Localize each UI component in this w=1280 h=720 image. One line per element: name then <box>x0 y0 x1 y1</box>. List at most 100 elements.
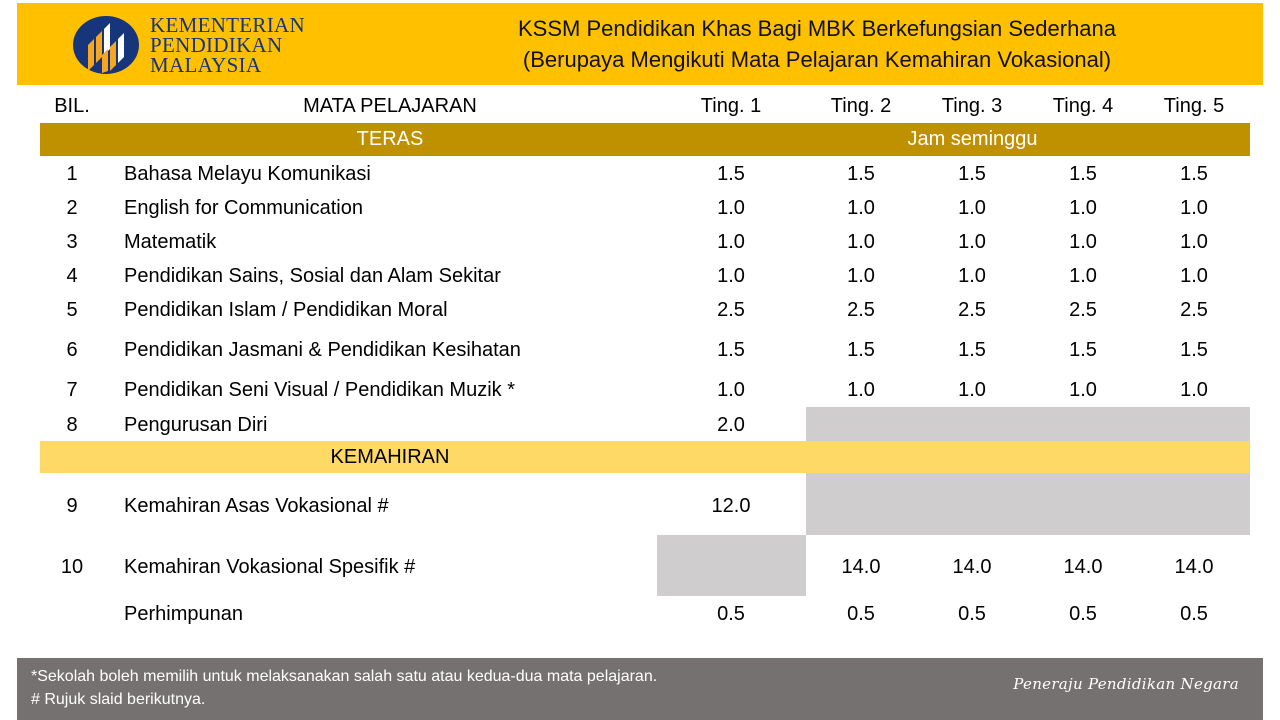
row-number: 8 <box>66 413 78 436</box>
table-row: 2 English for Communication 1.0 1.0 1.0 … <box>0 191 1280 225</box>
footnote-hash: # Rujuk slaid berikutnya. <box>31 691 206 708</box>
hours-ting-1: 2.0 <box>717 413 745 436</box>
hours-ting-3: 1.0 <box>958 230 986 253</box>
subject-name: Perhimpunan <box>124 602 243 625</box>
hours-ting-3: 1.0 <box>958 264 986 287</box>
slogan: Peneraju Pendidikan Negara <box>1013 675 1239 693</box>
hours-ting-3: 0.5 <box>958 602 986 625</box>
hours-ting-2: 0.5 <box>847 602 875 625</box>
subject-name: Pendidikan Jasmani & Pendidikan Kesihata… <box>124 338 521 361</box>
hours-ting-2: 1.0 <box>847 378 875 401</box>
hours-ting-3: 2.5 <box>958 298 986 321</box>
row-number: 3 <box>66 230 78 253</box>
table-row: 9 Kemahiran Asas Vokasional # 12.0 <box>0 489 1280 523</box>
hours-ting-3: 14.0 <box>952 555 992 578</box>
hours-ting-3: 1.0 <box>958 196 986 219</box>
hours-ting-2: 1.5 <box>847 162 875 185</box>
hours-ting-5: 1.0 <box>1180 196 1208 219</box>
hours-ting-1: 1.5 <box>717 338 745 361</box>
hours-ting-2: 1.0 <box>847 230 875 253</box>
hours-ting-4: 1.0 <box>1069 378 1097 401</box>
table-row: 1 Bahasa Melayu Komunikasi 1.5 1.5 1.5 1… <box>0 157 1280 191</box>
hours-ting-2: 14.0 <box>841 555 881 578</box>
hours-ting-3: 1.5 <box>958 162 986 185</box>
kpm-logo: KEMENTERIAN PENDIDIKAN MALAYSIA <box>72 13 332 79</box>
row-number: 10 <box>60 555 84 578</box>
not-applicable-block <box>806 407 1250 441</box>
row-number <box>40 597 104 631</box>
section-kemahiran-band: KEMAHIRAN <box>40 441 1250 473</box>
subject-name: Matematik <box>124 230 217 253</box>
table-row: Perhimpunan 0.5 0.5 0.5 0.5 0.5 <box>0 597 1280 631</box>
hours-ting-5: 1.0 <box>1180 264 1208 287</box>
subject-name: Pengurusan Diri <box>124 413 268 436</box>
hours-ting-4: 14.0 <box>1063 555 1103 578</box>
col-header-ting-2: Ting. 2 <box>830 94 892 117</box>
kpm-emblem-icon <box>73 16 139 74</box>
title-line-1: KSSM Pendidikan Khas Bagi MBK Berkefungs… <box>517 16 1117 41</box>
hours-ting-1: 1.0 <box>717 196 745 219</box>
table-row: 7 Pendidikan Seni Visual / Pendidikan Mu… <box>0 373 1280 407</box>
row-number: 7 <box>66 378 78 401</box>
hours-ting-1: 2.5 <box>717 298 745 321</box>
hours-ting-3: 1.0 <box>958 378 986 401</box>
section-teras-label: TERAS <box>356 128 424 150</box>
hours-ting-4: 1.0 <box>1069 196 1097 219</box>
logo-line-2: PENDIDIKAN <box>150 33 283 57</box>
subject-name: Pendidikan Sains, Sosial dan Alam Sekita… <box>124 264 501 287</box>
footnotes: *Sekolah boleh memilih untuk melaksanaka… <box>31 665 657 711</box>
col-header-bil: BIL. <box>54 94 90 117</box>
hours-ting-4: 0.5 <box>1069 602 1097 625</box>
page-title: KSSM Pendidikan Khas Bagi MBK Berkefungs… <box>457 13 1177 75</box>
section-kemahiran-label: KEMAHIRAN <box>330 445 450 468</box>
table-header-row: BIL. MATA PELAJARAN Ting. 1 Ting. 2 Ting… <box>0 89 1280 123</box>
kpm-logo-text: KEMENTERIAN PENDIDIKAN MALAYSIA <box>150 15 305 77</box>
hours-ting-1: 0.5 <box>717 602 745 625</box>
section-teras-band: TERAS Jam seminggu <box>40 123 1250 156</box>
table-row: 4 Pendidikan Sains, Sosial dan Alam Seki… <box>0 259 1280 293</box>
hours-ting-2: 1.5 <box>847 338 875 361</box>
row-number: 2 <box>66 196 78 219</box>
footer-bar: *Sekolah boleh memilih untuk melaksanaka… <box>17 658 1263 720</box>
col-header-ting-5: Ting. 5 <box>1163 94 1225 117</box>
table-row: 8 Pengurusan Diri 2.0 <box>0 408 1280 442</box>
hours-ting-3: 1.5 <box>958 338 986 361</box>
hours-ting-2: 1.0 <box>847 264 875 287</box>
hours-ting-5: 1.5 <box>1180 338 1208 361</box>
row-number: 9 <box>66 494 78 517</box>
header-banner: KEMENTERIAN PENDIDIKAN MALAYSIA KSSM Pen… <box>17 3 1263 85</box>
table-row: 5 Pendidikan Islam / Pendidikan Moral 2.… <box>0 293 1280 327</box>
subject-name: Kemahiran Vokasional Spesifik # <box>124 555 416 578</box>
hours-ting-1: 1.0 <box>717 230 745 253</box>
row-number: 6 <box>66 338 78 361</box>
subject-name: Pendidikan Islam / Pendidikan Moral <box>124 298 448 321</box>
hours-ting-5: 0.5 <box>1180 602 1208 625</box>
subject-name: Pendidikan Seni Visual / Pendidikan Muzi… <box>124 378 515 401</box>
footnote-asterisk: *Sekolah boleh memilih untuk melaksanaka… <box>31 668 658 685</box>
hours-ting-1: 1.0 <box>717 378 745 401</box>
logo-line-3: MALAYSIA <box>150 53 262 77</box>
col-header-subject: MATA PELAJARAN <box>303 94 477 117</box>
row-number: 4 <box>66 264 78 287</box>
not-applicable-block <box>806 473 1250 535</box>
hours-ting-4: 1.0 <box>1069 230 1097 253</box>
hours-per-week-label: Jam seminggu <box>907 128 1038 150</box>
hours-ting-1: 1.0 <box>717 264 745 287</box>
hours-ting-5: 14.0 <box>1174 555 1214 578</box>
subject-name: English for Communication <box>124 196 363 219</box>
hours-ting-4: 2.5 <box>1069 298 1097 321</box>
hours-ting-5: 1.5 <box>1180 162 1208 185</box>
hours-ting-5: 1.0 <box>1180 378 1208 401</box>
col-header-ting-4: Ting. 4 <box>1052 94 1114 117</box>
subject-name: Kemahiran Asas Vokasional # <box>124 494 389 517</box>
row-number: 1 <box>66 162 78 185</box>
title-line-2: (Berupaya Mengikuti Mata Pelajaran Kemah… <box>522 47 1112 72</box>
hours-ting-4: 1.5 <box>1069 162 1097 185</box>
col-header-ting-3: Ting. 3 <box>941 94 1003 117</box>
table-row: 6 Pendidikan Jasmani & Pendidikan Kesiha… <box>0 333 1280 367</box>
row-number: 5 <box>66 298 78 321</box>
hours-ting-5: 2.5 <box>1180 298 1208 321</box>
col-header-ting-1: Ting. 1 <box>700 94 762 117</box>
hours-ting-1: 1.5 <box>717 162 745 185</box>
table-row: 10 Kemahiran Vokasional Spesifik # 14.0 … <box>0 550 1280 584</box>
